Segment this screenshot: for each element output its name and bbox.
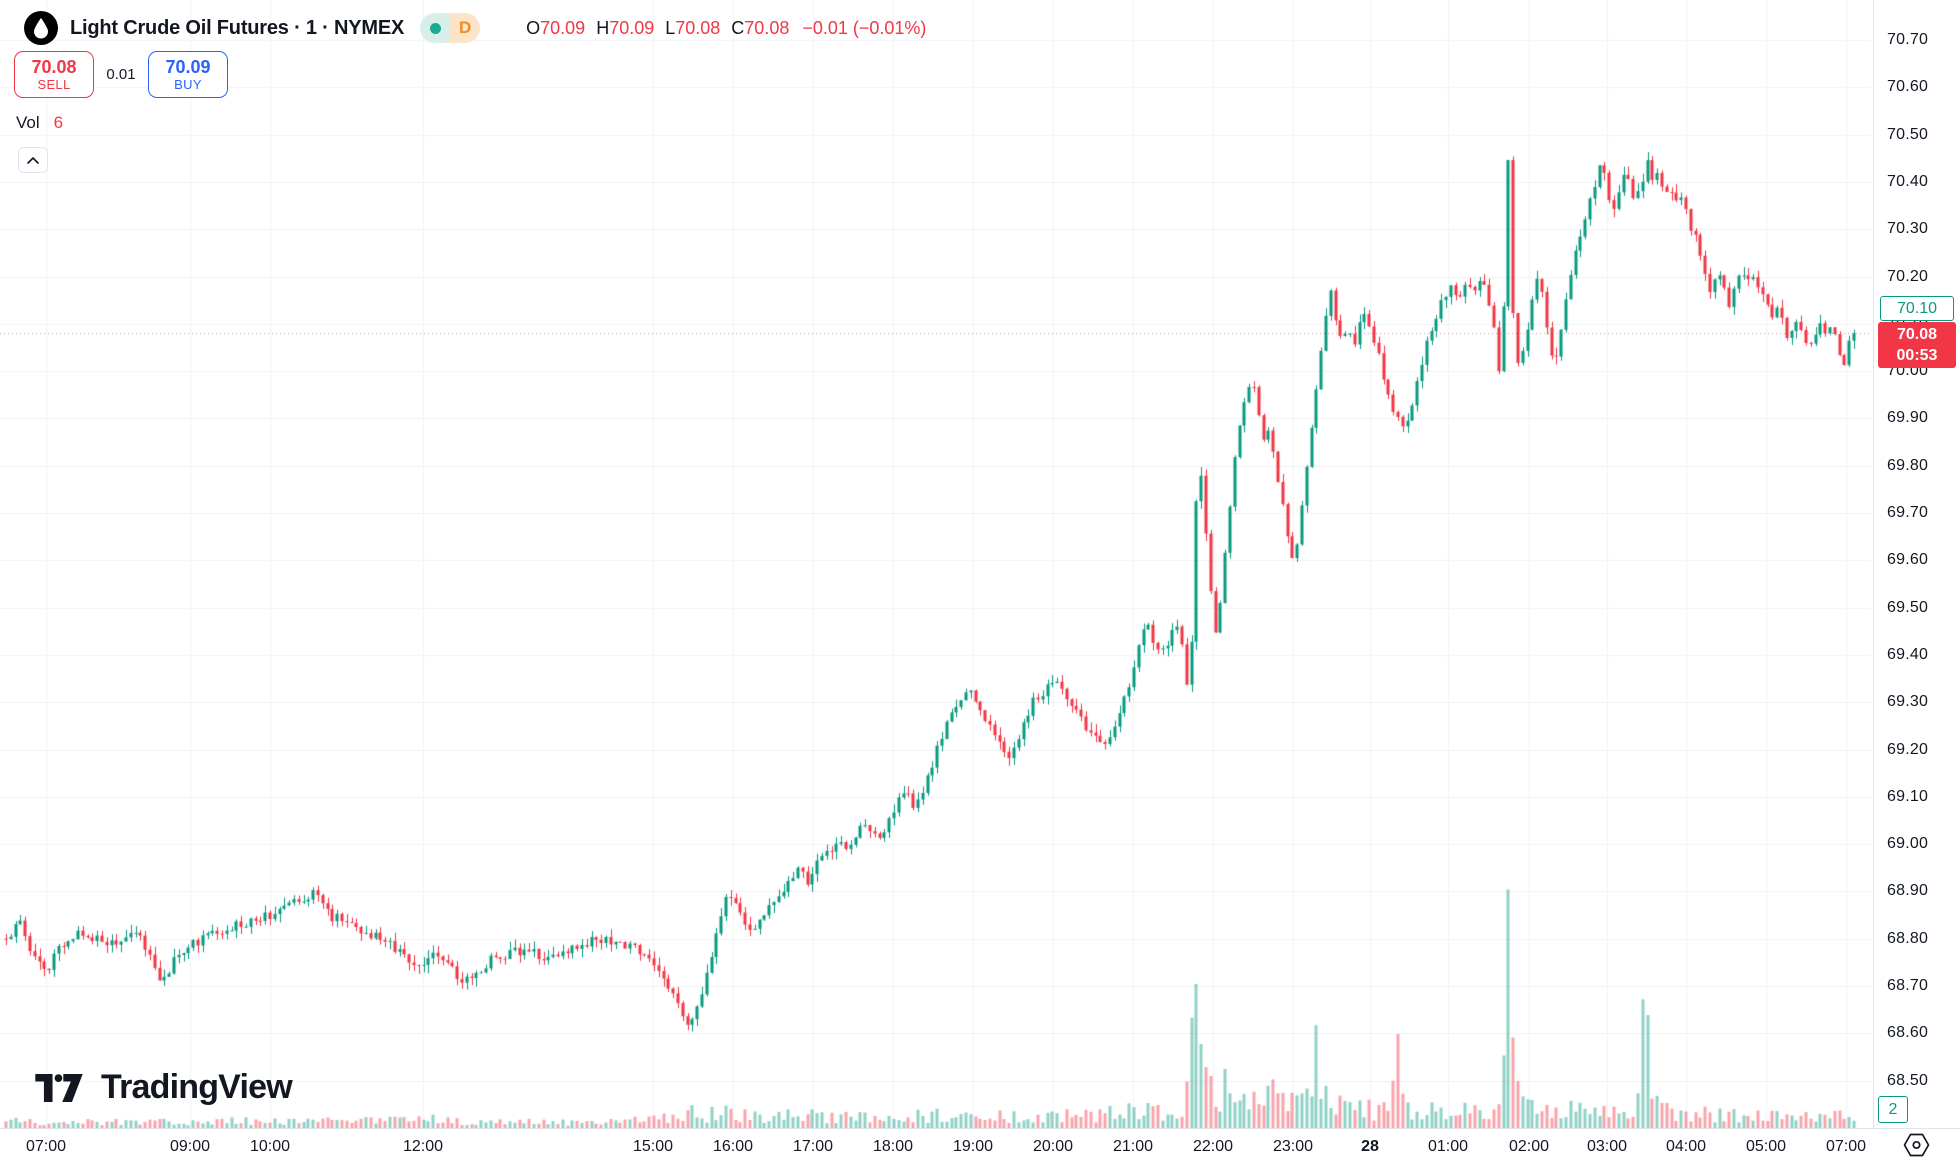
buy-label: BUY (174, 77, 202, 92)
price-tick: 68.70 (1887, 977, 1929, 994)
time-tick: 09:00 (169, 1138, 211, 1155)
volume-value: 6 (53, 113, 64, 132)
tradingview-logo-text: TradingView (101, 1068, 293, 1106)
price-tick: 69.20 (1887, 740, 1929, 758)
market-open-dot-icon (429, 22, 441, 34)
price-tick: 70.40 (1887, 172, 1929, 190)
time-tick: 05:00 (1745, 1138, 1787, 1155)
time-tick: 15:00 (632, 1138, 674, 1155)
time-axis[interactable]: 07:00 09:00 10:00 12:00 15:00 16:00 17:00 18:00… (0, 1128, 1960, 1170)
time-tick: 04:00 (1665, 1138, 1707, 1155)
last-price-value: 70.08 (1896, 326, 1938, 343)
buy-button[interactable]: 70.09 BUY (148, 51, 228, 98)
low-value: 70.08 (675, 17, 721, 38)
hexagon-eye-icon (1903, 1133, 1929, 1156)
price-tick: 69.50 (1887, 598, 1929, 616)
oil-drop-icon (34, 18, 48, 39)
price-tick: 70.20 (1887, 267, 1929, 285)
time-tick: 21:00 (1112, 1138, 1154, 1155)
price-tick: 68.90 (1887, 882, 1929, 900)
time-tick: 10:00 (249, 1138, 291, 1155)
price-tick: 69.40 (1887, 645, 1929, 663)
volume-scale-label: 2 (1878, 1096, 1908, 1123)
open-value: 70.09 (540, 17, 586, 38)
high-label: H (596, 17, 610, 38)
time-tick: 19:00 (952, 1138, 994, 1155)
market-status-badge[interactable]: D (420, 13, 481, 43)
last-price-label: 70.08 00:53 (1878, 322, 1956, 368)
price-tick: 70.30 (1887, 220, 1929, 238)
time-tick: 03:00 (1586, 1138, 1628, 1155)
price-tick: 69.00 (1887, 835, 1929, 853)
time-tick: 22:00 (1192, 1138, 1234, 1155)
close-value: 70.08 (744, 17, 790, 38)
spread-value: 0.01 (106, 66, 136, 83)
time-tick: 16:00 (712, 1138, 754, 1155)
price-tick: 68.80 (1887, 929, 1929, 947)
time-tick: 18:00 (872, 1138, 914, 1155)
price-tick: 69.60 (1887, 551, 1929, 569)
volume-label: Vol (16, 113, 40, 132)
time-tick: 07:00 (25, 1138, 67, 1155)
collapse-legend-button[interactable] (18, 147, 48, 173)
time-tick: 23:00 (1272, 1138, 1314, 1155)
time-tick: 12:00 (402, 1138, 444, 1155)
price-tick: 69.30 (1887, 693, 1929, 711)
tradingview-logo[interactable]: TradingView (30, 1068, 293, 1107)
price-tick: 69.90 (1887, 409, 1929, 427)
price-tick: 70.60 (1887, 78, 1929, 96)
price-tick: 70.50 (1887, 125, 1929, 143)
symbol-logo-icon (24, 11, 58, 45)
time-tick: 28 (1361, 1138, 1379, 1155)
sell-button[interactable]: 70.08 SELL (14, 51, 94, 98)
price-tick: 69.70 (1887, 504, 1929, 521)
close-label: C (731, 17, 745, 38)
price-tick: 68.50 (1887, 1071, 1929, 1089)
ohlc-values: O70.09 H70.09 L70.08 C70.08 −0.01 (−0.01… (526, 18, 926, 39)
high-value: 70.09 (609, 17, 655, 38)
symbol-title[interactable]: Light Crude Oil Futures · 1 · NYMEX (70, 16, 405, 39)
sell-price: 70.08 (31, 57, 77, 77)
trade-panel: 70.08 SELL 0.01 70.09 BUY (14, 51, 228, 98)
change-value: −0.01 (−0.01%) (802, 17, 927, 38)
low-label: L (665, 17, 676, 38)
ask-price-label: 70.10 (1880, 296, 1954, 321)
chart-legend: Light Crude Oil Futures · 1 · NYMEX D O7… (24, 10, 926, 46)
time-tick: 02:00 (1508, 1138, 1550, 1155)
time-tick: 01:00 (1427, 1138, 1469, 1155)
bar-countdown: 00:53 (1896, 347, 1938, 364)
price-tick: 69.80 (1887, 456, 1929, 474)
price-axis[interactable]: 70.7070.6070.5070.4070.3070.2070.1070.00… (1873, 0, 1960, 1128)
price-scale-settings-button[interactable] (1902, 1131, 1930, 1158)
price-tick: 68.60 (1887, 1024, 1929, 1042)
time-tick: 20:00 (1032, 1138, 1074, 1155)
session-badge: D (458, 18, 472, 37)
buy-price: 70.09 (165, 57, 211, 77)
time-tick: 17:00 (792, 1138, 834, 1155)
chevron-up-icon (27, 156, 39, 164)
tradingview-mark-icon (35, 1073, 83, 1102)
price-tick: 69.10 (1887, 787, 1929, 805)
time-tick: 07:00 (1825, 1138, 1867, 1155)
open-label: O (526, 17, 541, 38)
price-tick: 70.70 (1887, 31, 1929, 48)
sell-label: SELL (37, 77, 71, 92)
volume-legend: Vol 6 (16, 113, 63, 133)
